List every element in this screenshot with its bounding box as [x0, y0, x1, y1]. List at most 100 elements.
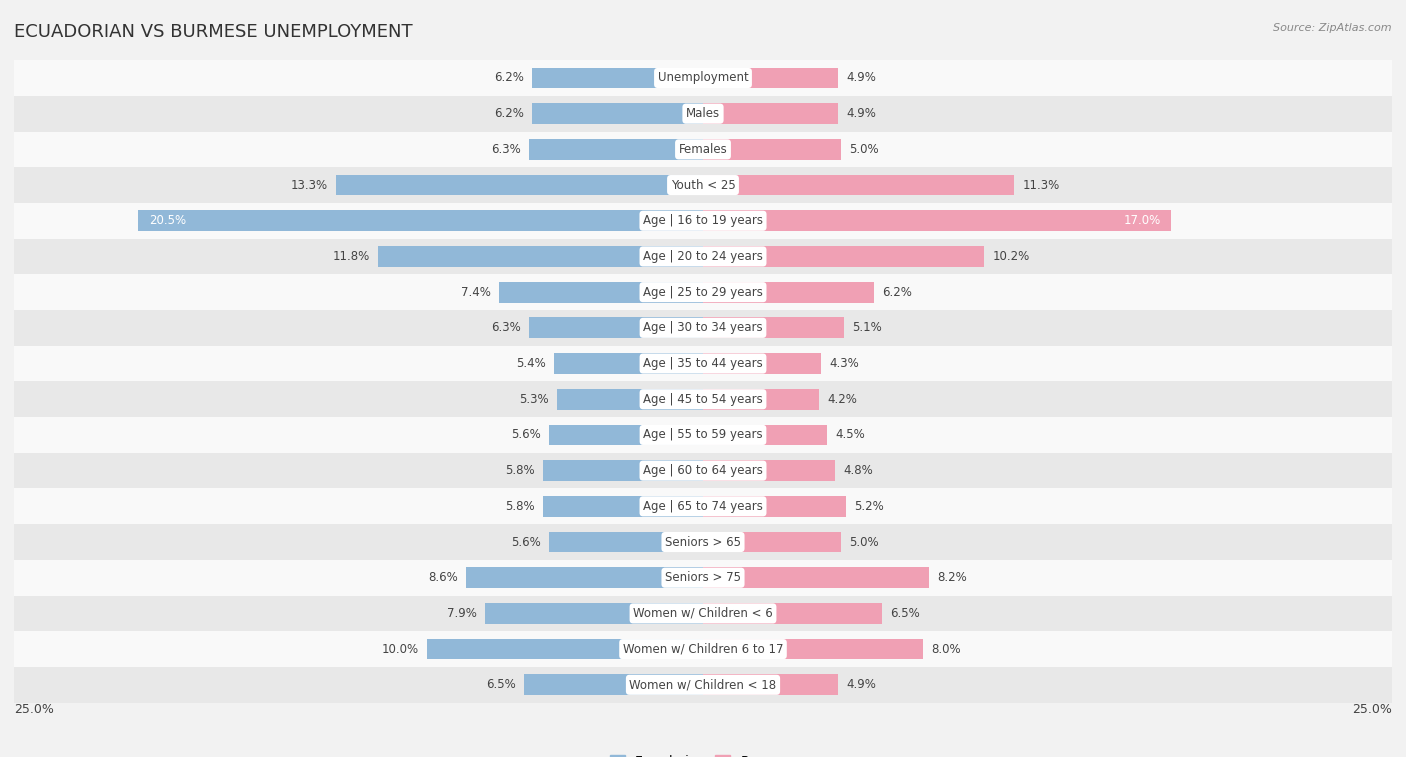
Bar — [14, 453, 1392, 488]
Text: Age | 30 to 34 years: Age | 30 to 34 years — [643, 322, 763, 335]
Text: Age | 60 to 64 years: Age | 60 to 64 years — [643, 464, 763, 477]
Text: 6.2%: 6.2% — [494, 71, 524, 85]
Text: 7.9%: 7.9% — [447, 607, 477, 620]
Bar — [14, 488, 1392, 524]
Bar — [465, 567, 703, 588]
Text: Age | 25 to 29 years: Age | 25 to 29 years — [643, 285, 763, 299]
Bar — [703, 246, 984, 266]
Bar — [14, 203, 1392, 238]
Bar — [14, 524, 1392, 560]
Text: Age | 20 to 24 years: Age | 20 to 24 years — [643, 250, 763, 263]
Bar — [703, 210, 1171, 231]
Text: 5.8%: 5.8% — [505, 500, 534, 512]
Text: 17.0%: 17.0% — [1123, 214, 1160, 227]
Bar — [138, 210, 703, 231]
Text: 4.2%: 4.2% — [827, 393, 856, 406]
Bar — [14, 310, 1392, 346]
Bar — [554, 354, 703, 374]
Text: 6.5%: 6.5% — [890, 607, 920, 620]
Bar — [530, 139, 703, 160]
Bar — [548, 531, 703, 553]
Text: 7.4%: 7.4% — [461, 285, 491, 299]
Bar — [543, 460, 703, 481]
Text: 8.6%: 8.6% — [427, 572, 458, 584]
Text: 8.2%: 8.2% — [938, 572, 967, 584]
Bar — [14, 60, 1392, 96]
Text: Seniors > 65: Seniors > 65 — [665, 535, 741, 549]
Text: Women w/ Children < 6: Women w/ Children < 6 — [633, 607, 773, 620]
Text: ECUADORIAN VS BURMESE UNEMPLOYMENT: ECUADORIAN VS BURMESE UNEMPLOYMENT — [14, 23, 413, 41]
Text: 5.4%: 5.4% — [516, 357, 546, 370]
Text: 5.3%: 5.3% — [519, 393, 548, 406]
Text: Age | 16 to 19 years: Age | 16 to 19 years — [643, 214, 763, 227]
Bar — [703, 67, 838, 89]
Text: Source: ZipAtlas.com: Source: ZipAtlas.com — [1274, 23, 1392, 33]
Bar — [531, 103, 703, 124]
Text: Age | 55 to 59 years: Age | 55 to 59 years — [643, 428, 763, 441]
Text: 11.8%: 11.8% — [332, 250, 370, 263]
Bar — [14, 382, 1392, 417]
Bar — [14, 132, 1392, 167]
Text: 6.2%: 6.2% — [882, 285, 912, 299]
Text: 5.0%: 5.0% — [849, 143, 879, 156]
Text: Seniors > 75: Seniors > 75 — [665, 572, 741, 584]
Bar — [378, 246, 703, 266]
Bar — [14, 274, 1392, 310]
Bar — [703, 354, 821, 374]
Bar — [703, 531, 841, 553]
Text: 4.8%: 4.8% — [844, 464, 873, 477]
Bar — [557, 389, 703, 410]
Text: 25.0%: 25.0% — [14, 702, 53, 715]
Bar — [703, 282, 875, 303]
Bar — [14, 560, 1392, 596]
Bar — [14, 417, 1392, 453]
Bar — [14, 238, 1392, 274]
Text: Females: Females — [679, 143, 727, 156]
Bar — [14, 96, 1392, 132]
Bar — [703, 317, 844, 338]
Bar — [703, 460, 835, 481]
Bar — [703, 603, 882, 624]
Text: 4.3%: 4.3% — [830, 357, 859, 370]
Bar — [14, 596, 1392, 631]
Bar — [14, 346, 1392, 382]
Text: Age | 35 to 44 years: Age | 35 to 44 years — [643, 357, 763, 370]
Text: 10.2%: 10.2% — [993, 250, 1029, 263]
Bar — [14, 631, 1392, 667]
Legend: Ecuadorian, Burmese: Ecuadorian, Burmese — [610, 755, 796, 757]
Bar — [703, 175, 1014, 195]
Bar — [703, 674, 838, 695]
Bar — [499, 282, 703, 303]
Text: 5.6%: 5.6% — [510, 535, 540, 549]
Bar — [427, 639, 703, 659]
Text: 10.0%: 10.0% — [382, 643, 419, 656]
Bar — [336, 175, 703, 195]
Text: 6.3%: 6.3% — [491, 143, 522, 156]
Text: Age | 65 to 74 years: Age | 65 to 74 years — [643, 500, 763, 512]
Bar — [703, 639, 924, 659]
Text: 6.2%: 6.2% — [494, 107, 524, 120]
Text: 8.0%: 8.0% — [932, 643, 962, 656]
Text: 4.9%: 4.9% — [846, 678, 876, 691]
Text: 6.3%: 6.3% — [491, 322, 522, 335]
Text: 5.2%: 5.2% — [855, 500, 884, 512]
Text: Women w/ Children < 18: Women w/ Children < 18 — [630, 678, 776, 691]
Bar — [703, 139, 841, 160]
Bar — [530, 317, 703, 338]
Text: 5.6%: 5.6% — [510, 428, 540, 441]
Text: 4.5%: 4.5% — [835, 428, 865, 441]
Bar — [485, 603, 703, 624]
Text: 6.5%: 6.5% — [486, 678, 516, 691]
Bar — [703, 496, 846, 517]
Text: Age | 45 to 54 years: Age | 45 to 54 years — [643, 393, 763, 406]
Text: 5.1%: 5.1% — [852, 322, 882, 335]
Bar — [543, 496, 703, 517]
Text: Women w/ Children 6 to 17: Women w/ Children 6 to 17 — [623, 643, 783, 656]
Bar — [14, 167, 1392, 203]
Text: Males: Males — [686, 107, 720, 120]
Text: 4.9%: 4.9% — [846, 107, 876, 120]
Bar — [524, 674, 703, 695]
Text: 25.0%: 25.0% — [1353, 702, 1392, 715]
Bar — [531, 67, 703, 89]
Text: 5.0%: 5.0% — [849, 535, 879, 549]
